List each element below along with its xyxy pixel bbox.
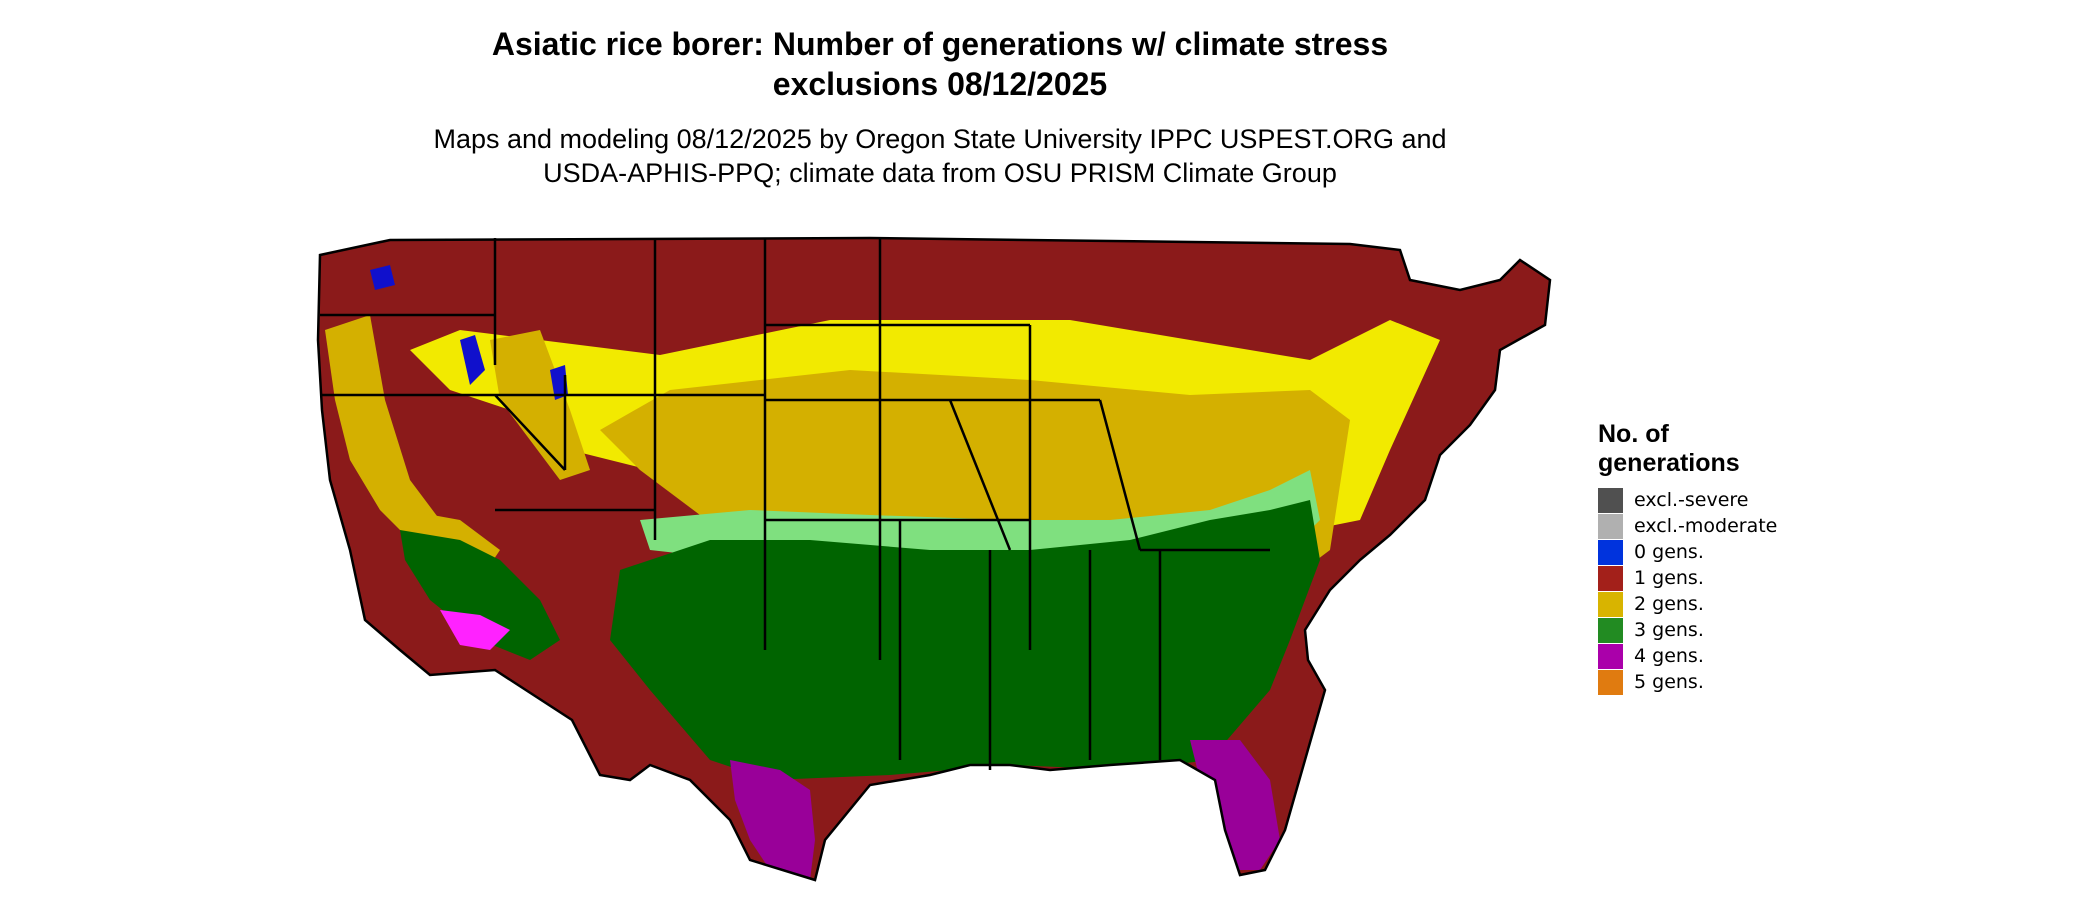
legend-swatch [1598,488,1623,513]
legend-label: 4 gens. [1634,645,1704,667]
legend-label: 5 gens. [1634,671,1704,693]
region-4-gen-texas [730,760,815,880]
region-3-gen [610,500,1320,780]
legend-swatch [1598,644,1623,669]
map-subtitle-line1: Maps and modeling 08/12/2025 by Oregon S… [433,124,1447,154]
region-0-gen-2 [550,365,568,400]
region-4-gen-florida [1190,740,1280,870]
region-2-gen-west-coast [325,315,460,560]
region-0-gen-3 [370,265,395,290]
legend-title-line1: No. of [1598,420,1669,448]
region-3-gen-southwest [400,530,560,660]
legend-label: excl.-severe [1634,489,1749,511]
legend-label: 2 gens. [1634,593,1704,615]
map-subtitle-line2: USDA-APHIS-PPQ; climate data from OSU PR… [543,158,1337,188]
us-outline [316,236,1552,882]
legend-item-excl-moderate: excl.-moderate [1598,514,1858,540]
legend-swatch [1598,592,1623,617]
legend-item-2-gens: 2 gens. [1598,592,1858,618]
legend-title: No. of generations [1598,420,1858,478]
state-boundaries [320,238,1270,770]
map-legend: No. of generations excl.-severe excl.-mo… [1598,420,1858,696]
legend-label: excl.-moderate [1634,515,1778,537]
map-title-line2: exclusions 08/12/2025 [772,66,1108,102]
legend-label: 1 gens. [1634,567,1704,589]
legend-label: 0 gens. [1634,541,1704,563]
legend-swatch [1598,514,1623,539]
legend-item-1-gens: 1 gens. [1598,566,1858,592]
legend-swatch [1598,566,1623,591]
legend-swatch [1598,670,1623,695]
generations-map [316,236,1552,882]
region-0-gen-1 [460,335,485,385]
legend-swatch [1598,618,1623,643]
legend-label: 3 gens. [1634,619,1704,641]
legend-item-5-gens: 5 gens. [1598,670,1858,696]
legend-item-3-gens: 3 gens. [1598,618,1858,644]
legend-swatch [1598,540,1623,565]
region-4-gen-arizona [440,610,510,650]
map-subtitle: Maps and modeling 08/12/2025 by Oregon S… [330,122,1550,190]
legend-item-4-gens: 4 gens. [1598,644,1858,670]
map-title-line1: Asiatic rice borer: Number of generation… [491,26,1389,62]
map-title: Asiatic rice borer: Number of generation… [330,24,1550,104]
legend-item-0-gens: 0 gens. [1598,540,1858,566]
legend-title-line2: generations [1598,449,1740,477]
legend-item-excl-severe: excl.-severe [1598,488,1858,514]
